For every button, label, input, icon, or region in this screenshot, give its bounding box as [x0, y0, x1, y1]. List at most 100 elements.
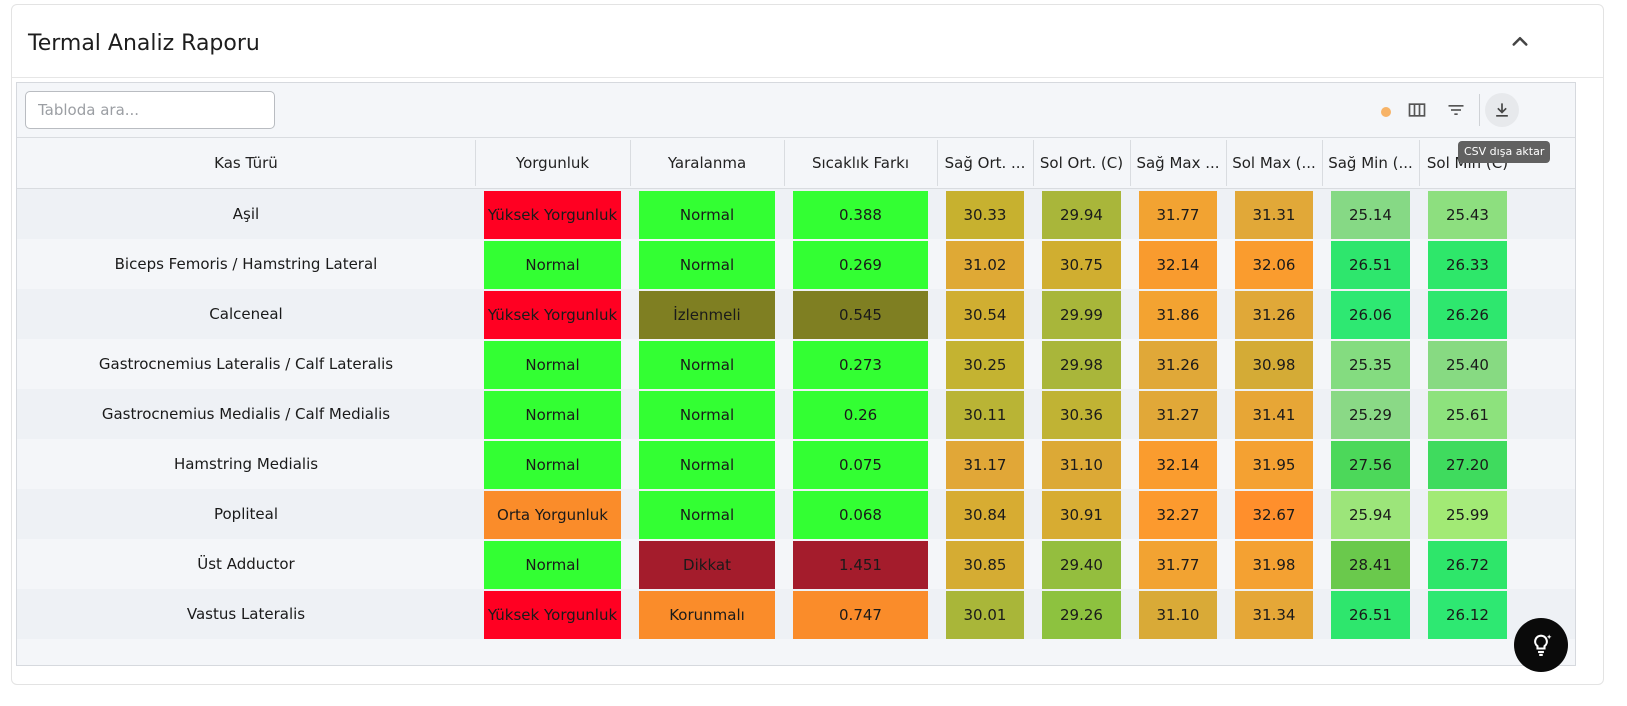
cell-yorgunluk: Normal [484, 441, 621, 489]
cell-l-ort: 30.36 [1042, 391, 1121, 439]
table-row[interactable]: Gastrocnemius Lateralis / Calf Lateralis… [17, 339, 1575, 389]
cell-name: Hamstring Medialis [173, 455, 319, 473]
cell-name: Aşil [232, 205, 260, 223]
table-row[interactable]: Biceps Femoris / Hamstring Lateral Normal… [17, 239, 1575, 289]
header-r-min[interactable]: Sağ Min (... [1328, 154, 1413, 172]
cell-l-min: 26.72 [1428, 541, 1507, 589]
table-row[interactable]: Üst Adductor Normal Dikkat 1.451 30.85 29.40 3… [17, 539, 1575, 589]
cell-r-min: 25.94 [1331, 491, 1410, 539]
cell-yaralanma: İzlenmeli [639, 291, 775, 339]
cell-l-max: 32.67 [1235, 491, 1313, 539]
cell-r-ort: 30.33 [946, 191, 1024, 239]
cell-l-ort: 29.26 [1042, 591, 1121, 639]
cell-name: Calceneal [209, 305, 283, 323]
table-row[interactable]: Vastus Lateralis Yüksek Yorgunluk Korunmal… [17, 589, 1575, 639]
filter-list-icon [1448, 105, 1464, 115]
cell-r-max: 31.86 [1139, 291, 1217, 339]
cell-l-min: 26.26 [1428, 291, 1507, 339]
columns-button[interactable] [1402, 95, 1432, 125]
table-row[interactable]: Hamstring Medialis Normal Normal 0.075 31.17… [17, 439, 1575, 489]
search-input[interactable] [25, 91, 275, 129]
lightbulb-icon [1534, 634, 1552, 656]
header-fark[interactable]: Sıcaklık Farkı [811, 154, 910, 172]
header-separator [1226, 140, 1227, 186]
view-columns-icon [1408, 103, 1426, 117]
header-separator [475, 140, 476, 186]
header-r-ort[interactable]: Sağ Ort. ... [944, 154, 1026, 172]
filter-button[interactable] [1441, 95, 1471, 125]
cell-l-ort: 29.98 [1042, 341, 1121, 389]
csv-export-button[interactable] [1485, 93, 1519, 127]
cell-yorgunluk: Normal [484, 391, 621, 439]
table-row[interactable]: Calceneal Yüksek Yorgunluk İzlenmeli 0.545 3… [17, 289, 1575, 339]
table-toolbar [17, 83, 1575, 137]
export-tooltip: CSV dışa aktar [1458, 141, 1551, 163]
chevron-up-icon [1512, 37, 1528, 46]
cell-r-max: 32.27 [1139, 491, 1217, 539]
collapse-button[interactable] [1505, 27, 1535, 57]
cell-yorgunluk: Normal [484, 341, 621, 389]
cell-yorgunluk: Normal [484, 541, 621, 589]
header-l-ort[interactable]: Sol Ort. (C) [1039, 154, 1124, 172]
table-header: Kas Türü Yorgunluk Yaralanma Sıcaklık Farkı… [17, 137, 1575, 189]
cell-name: Popliteal [213, 505, 278, 523]
cell-yorgunluk: Yüksek Yorgunluk [484, 191, 621, 239]
cell-yaralanma: Normal [639, 491, 775, 539]
cell-yaralanma: Korunmalı [639, 591, 775, 639]
cell-fark: 0.273 [793, 341, 928, 389]
header-yorgunluk[interactable]: Yorgunluk [515, 154, 590, 172]
cell-fark: 0.545 [793, 291, 928, 339]
table-row[interactable]: Gastrocnemius Medialis / Calf Medialis No… [17, 389, 1575, 439]
cell-fark: 0.747 [793, 591, 928, 639]
cell-r-max: 31.10 [1139, 591, 1217, 639]
header-yaralanma[interactable]: Yaralanma [667, 154, 747, 172]
header-separator [1033, 140, 1034, 186]
cell-r-max: 31.77 [1139, 191, 1217, 239]
header-separator [937, 140, 938, 186]
header-r-max[interactable]: Sağ Max ... [1136, 154, 1220, 172]
cell-fark: 0.068 [793, 491, 928, 539]
cell-l-min: 25.43 [1428, 191, 1507, 239]
cell-yaralanma: Normal [639, 341, 775, 389]
cell-l-min: 25.61 [1428, 391, 1507, 439]
cell-r-min: 25.29 [1331, 391, 1410, 439]
header-l-max[interactable]: Sol Max (... [1232, 154, 1316, 172]
toolbar-divider [1479, 94, 1480, 126]
cell-r-max: 31.26 [1139, 341, 1217, 389]
assistant-button[interactable] [1514, 618, 1568, 672]
cell-l-max: 31.98 [1235, 541, 1313, 589]
cell-r-min: 26.51 [1331, 591, 1410, 639]
cell-fark: 0.388 [793, 191, 928, 239]
cell-fark: 0.269 [793, 241, 928, 289]
cell-r-min: 26.06 [1331, 291, 1410, 339]
cell-yaralanma: Normal [639, 391, 775, 439]
table-row[interactable]: Aşil Yüksek Yorgunluk Normal 0.388 30.33 29.9… [17, 189, 1575, 239]
table-body: Kas Türü Yorgunluk Yaralanma Sıcaklık Farkı… [17, 137, 1575, 665]
header-name[interactable]: Kas Türü [214, 154, 278, 172]
cell-r-ort: 30.85 [946, 541, 1024, 589]
table-row[interactable]: Popliteal Orta Yorgunluk Normal 0.068 30.84 3… [17, 489, 1575, 539]
cell-l-min: 25.40 [1428, 341, 1507, 389]
cell-yorgunluk: Yüksek Yorgunluk [484, 291, 621, 339]
cell-r-max: 31.77 [1139, 541, 1217, 589]
cell-r-ort: 30.25 [946, 341, 1024, 389]
cell-r-ort: 30.01 [946, 591, 1024, 639]
cell-name: Üst Adductor [197, 555, 295, 573]
cell-l-ort: 29.99 [1042, 291, 1121, 339]
cell-r-min: 25.35 [1331, 341, 1410, 389]
cell-l-ort: 29.94 [1042, 191, 1121, 239]
cell-yaralanma: Dikkat [639, 541, 775, 589]
cell-r-min: 27.56 [1331, 441, 1410, 489]
header-separator [1130, 140, 1131, 186]
cell-r-ort: 31.17 [946, 441, 1024, 489]
cell-fark: 0.26 [793, 391, 928, 439]
header-separator [1419, 140, 1420, 186]
cell-r-ort: 30.11 [946, 391, 1024, 439]
cell-name: Vastus Lateralis [186, 605, 306, 623]
header-separator [1322, 140, 1323, 186]
cell-yaralanma: Normal [639, 241, 775, 289]
cell-yorgunluk: Yüksek Yorgunluk [484, 591, 621, 639]
cell-l-max: 31.41 [1235, 391, 1313, 439]
cell-l-max: 31.34 [1235, 591, 1313, 639]
cell-l-min: 27.20 [1428, 441, 1507, 489]
